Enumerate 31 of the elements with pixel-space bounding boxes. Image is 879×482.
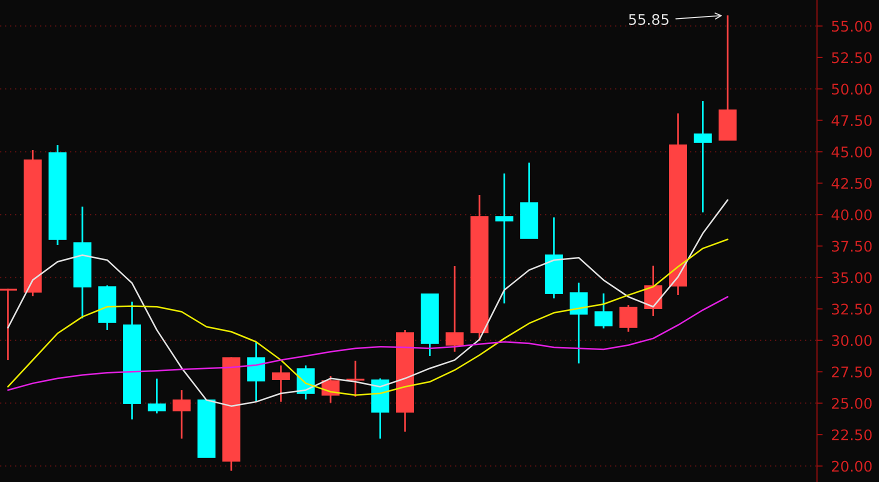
candlestick xyxy=(594,292,613,330)
candlestick xyxy=(148,378,166,414)
y-tick-label: 32.50 xyxy=(832,304,872,315)
candlestick xyxy=(272,364,290,403)
y-tick-label: 42.50 xyxy=(832,178,872,189)
candlestick xyxy=(694,100,712,214)
y-tick-label: 25.00 xyxy=(832,398,872,409)
candlestick xyxy=(346,360,364,398)
y-tick-label: 20.00 xyxy=(832,460,872,472)
y-tick-label: 50.00 xyxy=(832,84,872,95)
y-tick-label: 30.00 xyxy=(832,335,872,346)
candlestick xyxy=(570,282,588,364)
y-tick-label: 45.00 xyxy=(832,146,872,158)
candlestick xyxy=(247,340,266,403)
y-tick-label: 47.50 xyxy=(832,115,872,126)
y-tick-label: 52.50 xyxy=(832,52,872,64)
annotation: 55.85 xyxy=(629,14,668,26)
candlestick xyxy=(172,389,191,440)
line-series xyxy=(7,238,728,396)
candlestick xyxy=(446,265,464,353)
y-tick-label: 37.50 xyxy=(832,240,872,252)
candlestick xyxy=(619,304,638,333)
y-tick-label: 35.00 xyxy=(832,272,872,284)
line-series xyxy=(7,199,728,407)
y-tick-label: 27.50 xyxy=(832,366,872,378)
candlestick xyxy=(495,172,514,304)
candlestick xyxy=(0,288,17,361)
y-tick-label: 40.00 xyxy=(832,209,872,220)
y-tick-label: 22.50 xyxy=(832,429,872,440)
line-series xyxy=(7,296,728,391)
y-tick-label: 55.00 xyxy=(832,20,872,32)
